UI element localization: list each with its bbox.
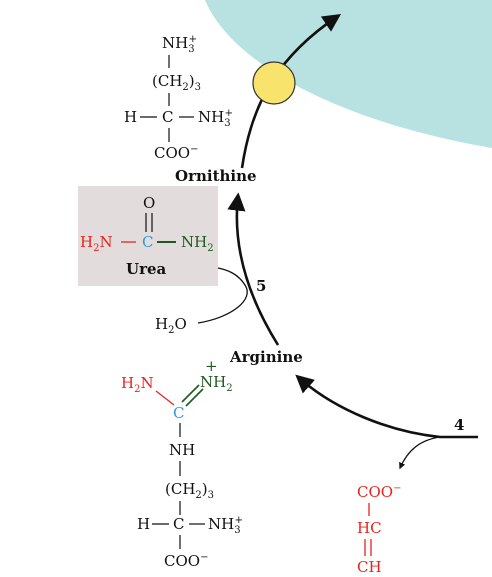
fumarate-arrow [399,436,441,470]
arginine-right-amine: NH2 [200,373,233,394]
step4-to-arginine-arrow [295,374,478,439]
urea-box [78,186,218,286]
urea-structure: O H2N C NH2 Urea [80,194,214,278]
fumarate-structure: COO− HC CH [357,483,401,576]
arginine-to-ornithine-arrow [227,192,280,346]
ornithine-carboxylate: COO− [154,144,198,162]
arginine-amino: NH3+ [208,515,243,536]
membrane-region [205,0,492,148]
transporter-icon [252,61,296,105]
ornithine-amino: NH3+ [198,108,233,129]
step-5-label: 5 [256,277,266,295]
urea-right-amine: NH2 [181,233,214,254]
fumarate-ch: CH [357,558,382,576]
urea-oxygen: O [143,194,155,212]
ornithine-chain: (CH2)3 [152,72,201,93]
ornithine-structure: NH3+ (CH2)3 H C NH3+ COO− Ornithine [124,34,257,185]
arginine-plus: + [205,357,218,375]
arginine-carboxylate: COO− [164,552,208,570]
water-arrow [197,267,248,324]
step-4-label: 4 [454,416,464,434]
urea-carbon: C [142,233,153,251]
arginine-guanidino-c: C [173,404,184,422]
arginine-left-amine: H2N [121,374,154,395]
fumarate-hc: HC [357,519,382,537]
arginine-h: H [137,515,150,533]
ornithine-h: H [124,108,137,126]
urea-left-amine: H2N [80,233,113,254]
ornithine-top-group: NH3+ [162,34,197,55]
arginine-label: Arginine [229,348,303,366]
ornithine-alpha-c: C [162,108,173,126]
water-label: H2O [155,315,187,336]
arginine-nh: NH [169,441,195,459]
arginine-structure: H2N + NH2 C NH (CH2)3 H C NH3+ COO− [121,357,243,570]
arginine-alpha-c: C [173,515,184,533]
fumarate-carboxylate: COO− [357,483,401,501]
arginine-chain: (CH2)3 [165,480,214,501]
urea-label: Urea [126,260,167,278]
ornithine-label: Ornithine [175,167,257,185]
